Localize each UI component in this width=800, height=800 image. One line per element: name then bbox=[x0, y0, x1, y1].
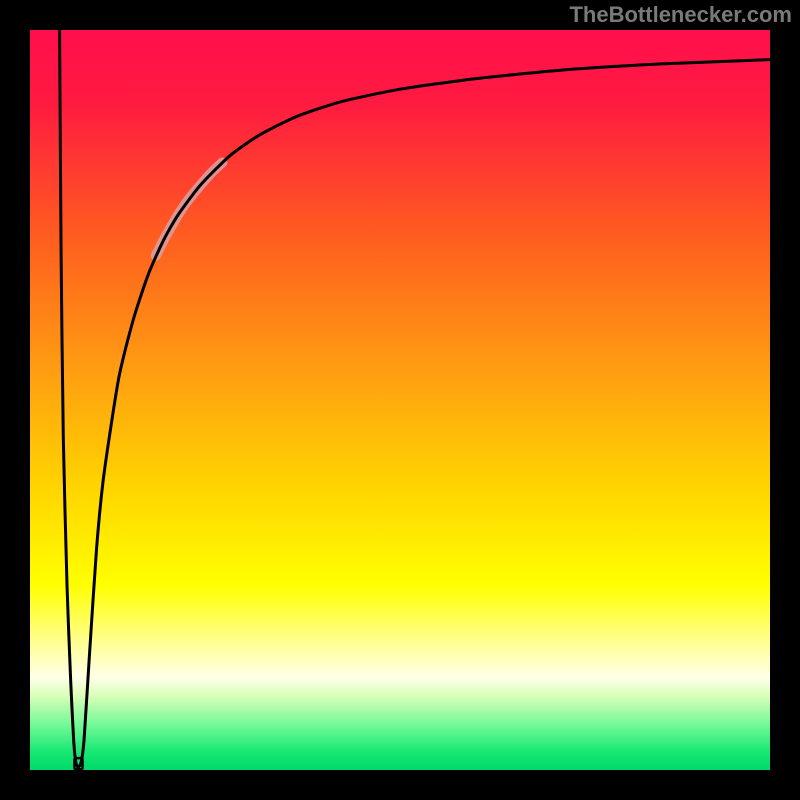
watermark-label: TheBottlenecker.com bbox=[569, 2, 792, 28]
plot-background-gradient bbox=[30, 30, 770, 770]
bottleneck-chart: TheBottlenecker.com bbox=[0, 0, 800, 800]
chart-svg bbox=[0, 0, 800, 800]
